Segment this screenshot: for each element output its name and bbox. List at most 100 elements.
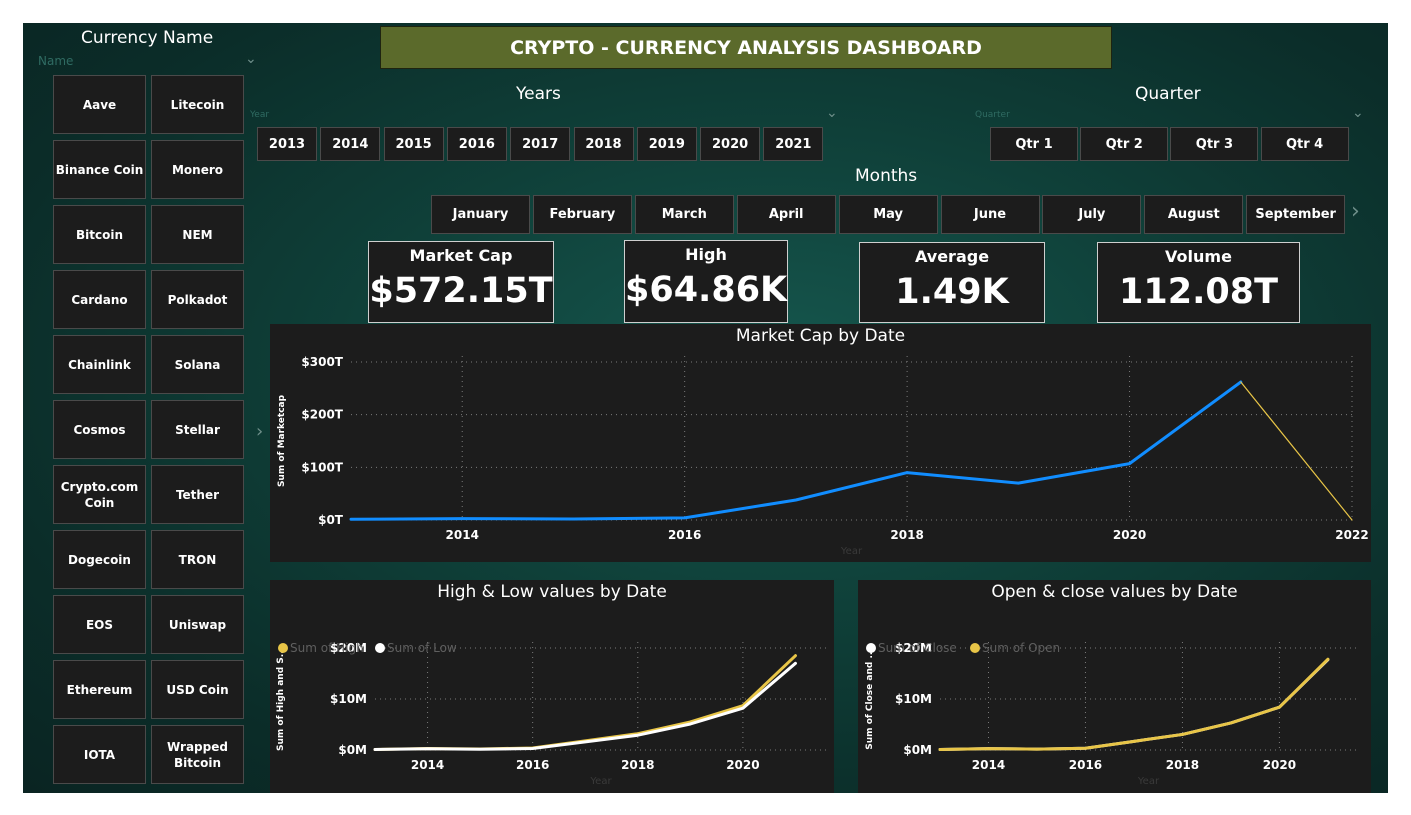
coin-button-usd-coin[interactable]: USD Coin <box>151 660 244 719</box>
year-button-2013[interactable]: 2013 <box>257 127 317 161</box>
kpi-high-label: High <box>685 245 727 264</box>
quarter-button-qtr-2[interactable]: Qtr 2 <box>1080 127 1169 161</box>
y-tick-label: $0M <box>903 743 932 757</box>
quarter-slicer-chevron-down-icon[interactable]: ⌄ <box>1352 105 1364 121</box>
x-tick-label: 2014 <box>446 528 479 542</box>
dashboard-canvas: CRYPTO - CURRENCY ANALYSIS DASHBOARD Cur… <box>23 23 1388 793</box>
coin-button-crypto-com-coin[interactable]: Crypto.com Coin <box>53 465 146 524</box>
month-button-april[interactable]: April <box>736 195 836 234</box>
year-button-2018[interactable]: 2018 <box>573 127 634 161</box>
x-tick-label: 2022 <box>1335 528 1368 542</box>
year-button-2019[interactable]: 2019 <box>636 127 697 161</box>
y-tick-label: $0T <box>318 513 344 527</box>
coin-button-cosmos[interactable]: Cosmos <box>53 400 146 459</box>
coin-button-uniswap[interactable]: Uniswap <box>151 595 244 654</box>
year-button-2020[interactable]: 2020 <box>700 127 761 161</box>
legend-label: Sum of Low <box>387 641 457 655</box>
x-tick-label: 2018 <box>621 758 654 772</box>
coin-button-ethereum[interactable]: Ethereum <box>53 660 146 719</box>
coin-button-polkadot[interactable]: Polkadot <box>151 270 244 329</box>
x-tick-label: 2016 <box>668 528 701 542</box>
high-low-chart-panel: High & Low values by Date $0M $10M $20M 201… <box>270 580 834 793</box>
coin-button-litecoin[interactable]: Litecoin <box>151 75 244 134</box>
coin-button-nem[interactable]: NEM <box>151 205 244 264</box>
series-line-sum-of-close <box>938 658 1330 751</box>
years-slicer-field-label: Year <box>250 110 270 120</box>
year-button-2021[interactable]: 2021 <box>763 127 824 161</box>
currency-slicer-field-label: Name <box>38 54 74 68</box>
years-slicer-title: Years <box>516 84 561 104</box>
coin-button-cardano[interactable]: Cardano <box>53 270 146 329</box>
coin-button-chainlink[interactable]: Chainlink <box>53 335 146 394</box>
legend-label: Sum of Close <box>878 641 957 655</box>
coin-button-stellar[interactable]: Stellar <box>151 400 244 459</box>
y-tick-label: $100T <box>301 460 343 474</box>
currency-slicer-chevron-down-icon[interactable]: ⌄ <box>245 51 257 67</box>
year-button-2017[interactable]: 2017 <box>510 127 571 161</box>
x-tick-label: 2020 <box>1263 758 1296 772</box>
dashboard-title: CRYPTO - CURRENCY ANALYSIS DASHBOARD <box>380 26 1112 69</box>
y-tick-label: $300T <box>301 355 343 369</box>
coin-button-bitcoin[interactable]: Bitcoin <box>53 205 146 264</box>
kpi-market-cap-label: Market Cap <box>409 246 513 265</box>
coin-button-wrapped-bitcoin[interactable]: Wrapped Bitcoin <box>151 725 244 784</box>
coin-button-solana[interactable]: Solana <box>151 335 244 394</box>
year-button-2016[interactable]: 2016 <box>446 127 507 161</box>
month-button-may[interactable]: May <box>838 195 938 234</box>
x-axis-title: Year <box>840 546 863 557</box>
month-button-february[interactable]: February <box>532 195 632 234</box>
quarter-slicer-field-label: Quarter <box>975 110 1010 120</box>
y-axis-title: Sum of High and S... <box>276 647 286 751</box>
quarter-button-qtr-4[interactable]: Qtr 4 <box>1260 127 1349 161</box>
x-tick-label: 2016 <box>1069 758 1102 772</box>
coin-button-dogecoin[interactable]: Dogecoin <box>53 530 146 589</box>
y-tick-label: $0M <box>338 743 367 757</box>
month-button-july[interactable]: July <box>1042 195 1142 234</box>
y-tick-label: $20M <box>330 641 367 655</box>
x-axis-title: Year <box>1137 776 1160 787</box>
y-tick-label: $200T <box>301 408 343 422</box>
coin-button-tether[interactable]: Tether <box>151 465 244 524</box>
coin-button-monero[interactable]: Monero <box>151 140 244 199</box>
kpi-volume-card: Volume 112.08T <box>1097 242 1300 323</box>
years-slicer-chevron-down-icon[interactable]: ⌄ <box>826 105 838 121</box>
coin-button-binance-coin[interactable]: Binance Coin <box>53 140 146 199</box>
month-button-august[interactable]: August <box>1144 195 1244 234</box>
open-close-chart-panel: Open & close values by Date $0M $10M $20M 2… <box>858 580 1371 793</box>
series-line-sum-of-open <box>938 657 1330 751</box>
coin-button-iota[interactable]: IOTA <box>53 725 146 784</box>
kpi-average-label: Average <box>914 247 990 266</box>
legend-label: Sum of High <box>290 641 364 655</box>
kpi-average-value: 1.49K <box>895 272 1009 312</box>
coin-button-eos[interactable]: EOS <box>53 595 146 654</box>
series-line-sum-of-low <box>373 661 797 751</box>
x-tick-label: 2014 <box>411 758 444 772</box>
y-axis-title: Sum of Marketcap <box>277 394 287 487</box>
coin-button-tron[interactable]: TRON <box>151 530 244 589</box>
year-button-2014[interactable]: 2014 <box>320 127 381 161</box>
x-axis-title: Year <box>589 776 612 787</box>
x-tick-label: 2018 <box>1166 758 1199 772</box>
coin-button-aave[interactable]: Aave <box>53 75 146 134</box>
currency-slicer-expand-chevron-icon[interactable]: › <box>256 421 264 442</box>
year-button-2015[interactable]: 2015 <box>383 127 444 161</box>
open-close-chart: $0M $10M $20M 2014 2016 2018 2020 Year Sum of Cl… <box>865 641 1357 787</box>
legend-marker <box>278 643 288 653</box>
open-close-chart-title: Open & close values by Date <box>991 582 1238 602</box>
kpi-high-card: High $64.86K <box>624 240 788 323</box>
quarter-button-qtr-3[interactable]: Qtr 3 <box>1170 127 1259 161</box>
month-button-june[interactable]: June <box>940 195 1040 234</box>
legend-marker <box>866 643 876 653</box>
month-button-january[interactable]: January <box>431 195 530 234</box>
month-button-september[interactable]: September <box>1246 195 1346 234</box>
x-tick-label: 2020 <box>726 758 759 772</box>
market-cap-chart-panel: Market Cap by Date $0T $100T $200T $300T 201… <box>270 324 1371 562</box>
quarter-button-qtr-1[interactable]: Qtr 1 <box>990 127 1078 161</box>
kpi-high-value: $64.86K <box>625 270 788 310</box>
month-button-march[interactable]: March <box>634 195 734 234</box>
high-low-chart: $0M $10M $20M 2014 2016 2018 2020 Year Sum of Hi… <box>276 641 827 787</box>
x-tick-label: 2020 <box>1113 528 1146 542</box>
quarter-slicer-title: Quarter <box>1135 84 1201 104</box>
months-next-chevron-icon[interactable]: › <box>1351 199 1360 224</box>
kpi-market-cap-card: Market Cap $572.15T <box>368 241 554 323</box>
